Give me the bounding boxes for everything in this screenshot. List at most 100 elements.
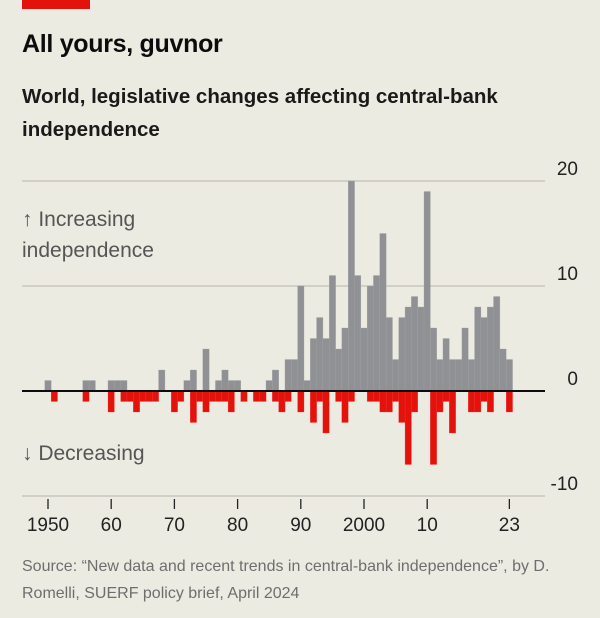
bar-decreasing bbox=[272, 390, 279, 402]
bar-increasing bbox=[499, 348, 507, 392]
bar-decreasing bbox=[392, 390, 399, 402]
bar-decreasing bbox=[310, 390, 317, 423]
annotation-increasing-line1: ↑ Increasing bbox=[22, 208, 135, 231]
bar-increasing bbox=[461, 327, 469, 392]
bar-increasing bbox=[316, 317, 324, 392]
bar-increasing bbox=[221, 369, 229, 392]
x-tick-label: 60 bbox=[101, 515, 122, 536]
bar-increasing bbox=[354, 275, 362, 392]
bar-decreasing bbox=[373, 390, 380, 402]
bar-increasing bbox=[335, 348, 343, 392]
bar-decreasing bbox=[202, 390, 210, 413]
bar-increasing bbox=[480, 317, 488, 392]
bar-decreasing bbox=[430, 390, 437, 465]
bar-increasing bbox=[436, 359, 444, 392]
bar-decreasing bbox=[442, 390, 450, 402]
bar-increasing bbox=[417, 306, 425, 392]
x-tick-label: 90 bbox=[290, 515, 311, 536]
bar-decreasing bbox=[297, 390, 305, 413]
bar-increasing bbox=[272, 369, 279, 392]
chart-subtitle: World, legislative changes affecting cen… bbox=[22, 85, 498, 141]
bar-increasing bbox=[455, 359, 463, 392]
bar-decreasing bbox=[379, 390, 387, 413]
bar-decreasing bbox=[253, 390, 260, 402]
bar-decreasing bbox=[404, 390, 412, 465]
bar-increasing bbox=[322, 338, 330, 392]
bar-increasing bbox=[506, 359, 513, 392]
bar-increasing bbox=[107, 380, 115, 392]
bar-decreasing bbox=[50, 390, 58, 402]
bar-increasing bbox=[183, 380, 191, 392]
bar-increasing bbox=[114, 380, 121, 392]
bar-decreasing bbox=[398, 390, 406, 423]
bar-decreasing bbox=[348, 390, 355, 402]
bar-increasing bbox=[474, 306, 482, 392]
bar-decreasing bbox=[196, 390, 204, 402]
y-tick-label: -10 bbox=[551, 474, 578, 495]
bar-decreasing bbox=[474, 390, 482, 413]
bar-decreasing bbox=[480, 390, 488, 402]
source-note: Source: “New data and recent trends in c… bbox=[22, 558, 550, 602]
bar-increasing bbox=[291, 359, 298, 392]
bar-increasing bbox=[493, 296, 501, 392]
bar-increasing bbox=[487, 306, 494, 392]
bar-decreasing bbox=[82, 390, 90, 402]
x-tick-label: 10 bbox=[417, 515, 438, 536]
bar-increasing bbox=[190, 369, 197, 392]
bar-decreasing bbox=[468, 390, 475, 413]
x-tick-label: 23 bbox=[499, 515, 520, 536]
bar-increasing bbox=[234, 380, 241, 392]
bar-increasing bbox=[329, 275, 336, 392]
bar-decreasing bbox=[171, 390, 178, 413]
bar-decreasing bbox=[240, 390, 248, 402]
bar-decreasing bbox=[487, 390, 494, 413]
bar-increasing bbox=[442, 338, 450, 392]
bar-increasing bbox=[360, 327, 368, 392]
bar-increasing bbox=[341, 327, 349, 392]
bar-decreasing bbox=[133, 390, 140, 413]
bar-increasing bbox=[82, 380, 90, 392]
y-tick-label: 10 bbox=[557, 264, 578, 285]
bar-decreasing bbox=[215, 390, 222, 402]
bar-increasing bbox=[411, 296, 418, 392]
bar-increasing bbox=[348, 180, 355, 392]
bar-decreasing bbox=[190, 390, 197, 423]
bar-decreasing bbox=[208, 390, 216, 402]
bar-decreasing bbox=[145, 390, 153, 402]
bar-increasing bbox=[303, 380, 311, 392]
bar-increasing bbox=[158, 369, 166, 392]
bar-increasing bbox=[379, 233, 387, 392]
bar-increasing bbox=[120, 380, 128, 392]
bar-decreasing bbox=[506, 390, 513, 413]
bar-increasing bbox=[373, 275, 380, 392]
x-tick-label: 70 bbox=[164, 515, 185, 536]
bar-decreasing bbox=[341, 390, 349, 423]
bar-increasing bbox=[366, 285, 374, 392]
annotation-increasing-line2: independence bbox=[22, 239, 154, 262]
x-tick-label: 1950 bbox=[27, 515, 69, 536]
bar-decreasing bbox=[316, 390, 324, 402]
bar-decreasing bbox=[385, 390, 393, 413]
bar-increasing bbox=[310, 338, 317, 392]
bar-decreasing bbox=[259, 390, 267, 402]
bar-increasing bbox=[284, 359, 292, 392]
bar-decreasing bbox=[366, 390, 374, 402]
bar-decreasing bbox=[177, 390, 185, 402]
bar-decreasing bbox=[411, 390, 418, 413]
bar-decreasing bbox=[436, 390, 444, 413]
bar-decreasing bbox=[139, 390, 147, 402]
bar-decreasing bbox=[278, 390, 286, 413]
bar-increasing bbox=[423, 191, 431, 392]
bar-decreasing bbox=[107, 390, 115, 413]
bar-increasing bbox=[227, 380, 235, 392]
bar-increasing bbox=[449, 359, 456, 392]
bar-increasing bbox=[215, 380, 222, 392]
bar-decreasing bbox=[126, 390, 134, 402]
x-tick-label: 2000 bbox=[343, 515, 385, 536]
bar-decreasing bbox=[335, 390, 343, 402]
annotation-decreasing: ↓ Decreasing bbox=[22, 442, 145, 465]
bar-increasing bbox=[88, 380, 96, 392]
chart-title: All yours, guvnor bbox=[22, 30, 223, 58]
bar-increasing bbox=[44, 380, 52, 392]
